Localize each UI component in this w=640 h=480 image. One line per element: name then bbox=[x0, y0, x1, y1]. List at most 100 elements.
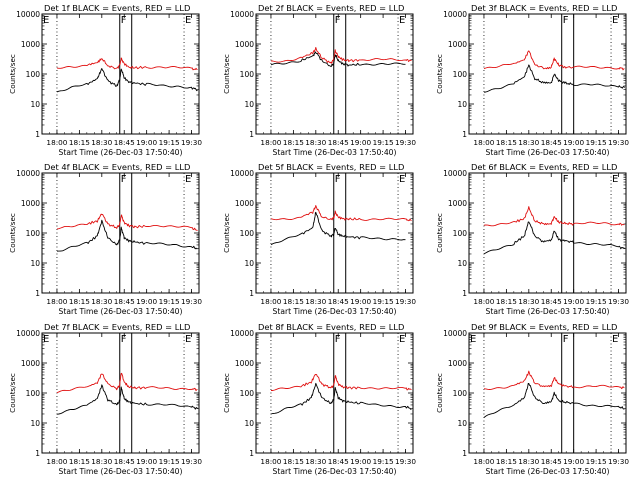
x-axis-label: Start Time (26-Dec-03 17:50:40) bbox=[486, 307, 610, 316]
panel-title: Det 9f BLACK = Events, RED = LLD bbox=[471, 322, 617, 332]
lld-series-line bbox=[56, 372, 198, 394]
chart-panel: Det 4f BLACK = Events, RED = LLD 1 10 100 10… bbox=[8, 162, 202, 316]
interval-marker-label: F bbox=[335, 334, 341, 345]
x-tick-label: 18:45 bbox=[114, 138, 135, 147]
y-tick-label: 1000 bbox=[448, 40, 467, 49]
events-series-line bbox=[270, 382, 412, 415]
y-tick-label: 1000 bbox=[21, 199, 40, 208]
x-tick-label: 18:45 bbox=[328, 297, 349, 306]
x-tick-label: 18:45 bbox=[541, 138, 562, 147]
y-tick-label: 10 bbox=[30, 100, 40, 109]
interval-marker-label: E bbox=[470, 334, 476, 345]
x-tick-label: 18:15 bbox=[496, 138, 517, 147]
x-tick-label: 18:15 bbox=[283, 297, 304, 306]
events-series-line bbox=[56, 384, 198, 415]
interval-marker-label: E bbox=[185, 15, 191, 26]
interval-marker-label: F bbox=[121, 15, 127, 26]
y-tick-label: 10000 bbox=[230, 10, 254, 19]
x-tick-label: 18:30 bbox=[305, 297, 326, 306]
interval-marker-label: E bbox=[43, 15, 49, 26]
y-tick-label: 100 bbox=[26, 70, 41, 79]
x-tick-label: 19:00 bbox=[563, 297, 584, 306]
y-tick-label: 1 bbox=[35, 130, 40, 139]
y-tick-label: 10000 bbox=[230, 329, 254, 338]
x-tick-label: 19:30 bbox=[181, 297, 202, 306]
interval-marker-label: F bbox=[335, 174, 341, 185]
x-axis-label: Start Time (26-Dec-03 17:50:40) bbox=[273, 467, 397, 476]
x-tick-label: 19:15 bbox=[159, 138, 180, 147]
x-tick-label: 18:15 bbox=[283, 457, 304, 466]
x-tick-label: 18:00 bbox=[473, 297, 494, 306]
y-tick-label: 1000 bbox=[21, 40, 40, 49]
chart-panel: Det 8f BLACK = Events, RED = LLD 1 10 100 10… bbox=[222, 322, 416, 476]
panel-title: Det 7f BLACK = Events, RED = LLD bbox=[44, 322, 190, 332]
y-tick-label: 100 bbox=[240, 70, 255, 79]
x-tick-label: 19:15 bbox=[159, 297, 180, 306]
y-tick-label: 1000 bbox=[21, 359, 40, 368]
lld-series-line bbox=[270, 46, 412, 64]
y-tick-label: 10000 bbox=[443, 329, 467, 338]
y-tick-label: 10 bbox=[30, 259, 40, 268]
x-tick-label: 18:30 bbox=[91, 457, 112, 466]
x-tick-label: 18:45 bbox=[328, 457, 349, 466]
y-axis-label: Counts/sec bbox=[435, 213, 444, 253]
y-tick-label: 10000 bbox=[16, 329, 40, 338]
lld-series-line bbox=[483, 206, 625, 227]
x-tick-label: 19:00 bbox=[350, 138, 371, 147]
x-tick-label: 18:15 bbox=[283, 138, 304, 147]
events-series-line bbox=[483, 64, 625, 93]
y-tick-label: 10000 bbox=[16, 169, 40, 178]
lld-series-line bbox=[56, 57, 198, 71]
interval-marker-label: E bbox=[43, 334, 49, 345]
y-tick-label: 1 bbox=[35, 289, 40, 298]
y-tick-label: 1000 bbox=[448, 359, 467, 368]
interval-marker-label: E bbox=[185, 334, 191, 345]
x-tick-label: 18:15 bbox=[69, 457, 90, 466]
x-tick-label: 18:30 bbox=[518, 457, 539, 466]
chart-panel: Det 6f BLACK = Events, RED = LLD 1 10 100 10… bbox=[435, 162, 629, 316]
x-tick-label: 19:15 bbox=[373, 457, 394, 466]
y-tick-label: 10 bbox=[244, 419, 254, 428]
x-tick-label: 19:30 bbox=[395, 457, 416, 466]
interval-marker-label: F bbox=[121, 174, 127, 185]
x-axis-label: Start Time (26-Dec-03 17:50:40) bbox=[486, 148, 610, 157]
x-tick-label: 19:00 bbox=[563, 457, 584, 466]
x-axis-label: Start Time (26-Dec-03 17:50:40) bbox=[273, 307, 397, 316]
x-tick-label: 18:15 bbox=[496, 457, 517, 466]
events-series-line bbox=[483, 221, 625, 255]
y-tick-label: 1 bbox=[249, 130, 254, 139]
x-axis-label: Start Time (26-Dec-03 17:50:40) bbox=[59, 467, 183, 476]
lld-series-line bbox=[271, 373, 412, 391]
chart-panel: Det 3f BLACK = Events, RED = LLD 1 10 100 10… bbox=[435, 3, 629, 157]
x-tick-label: 18:30 bbox=[91, 138, 112, 147]
y-tick-label: 1 bbox=[462, 289, 467, 298]
panel-title: Det 2f BLACK = Events, RED = LLD bbox=[258, 3, 404, 13]
panel-title: Det 1f BLACK = Events, RED = LLD bbox=[44, 3, 190, 13]
y-tick-label: 10000 bbox=[443, 169, 467, 178]
x-tick-label: 18:30 bbox=[518, 297, 539, 306]
x-tick-label: 19:15 bbox=[373, 138, 394, 147]
y-tick-label: 1 bbox=[249, 289, 254, 298]
chart-panel: Det 1f BLACK = Events, RED = LLD 1 10 100 10… bbox=[8, 3, 202, 157]
x-tick-label: 19:30 bbox=[608, 297, 629, 306]
interval-marker-label: E bbox=[612, 174, 618, 185]
panel-title: Det 8f BLACK = Events, RED = LLD bbox=[258, 322, 404, 332]
x-tick-label: 18:45 bbox=[541, 457, 562, 466]
y-tick-label: 100 bbox=[453, 389, 468, 398]
x-tick-label: 18:00 bbox=[473, 138, 494, 147]
x-axis-label: Start Time (26-Dec-03 17:50:40) bbox=[59, 307, 183, 316]
y-tick-label: 10 bbox=[457, 419, 467, 428]
x-tick-label: 19:00 bbox=[563, 138, 584, 147]
lld-series-line bbox=[483, 50, 625, 71]
y-tick-label: 1 bbox=[462, 130, 467, 139]
x-tick-label: 19:30 bbox=[395, 297, 416, 306]
x-tick-label: 18:15 bbox=[496, 297, 517, 306]
events-series-line bbox=[270, 51, 406, 68]
x-tick-label: 19:30 bbox=[395, 138, 416, 147]
interval-marker-label: F bbox=[563, 15, 569, 26]
y-axis-label: Counts/sec bbox=[222, 54, 231, 94]
x-tick-label: 18:00 bbox=[260, 457, 281, 466]
y-tick-label: 10 bbox=[457, 100, 467, 109]
y-axis-label: Counts/sec bbox=[8, 213, 17, 253]
